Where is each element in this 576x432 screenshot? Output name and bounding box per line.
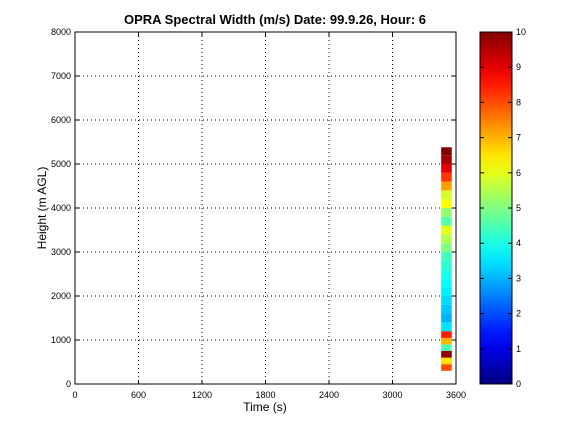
colorbar-tick-label: 6: [516, 168, 521, 178]
y-tick-label: 7000: [51, 71, 71, 81]
heatmap-cell: [441, 234, 452, 244]
y-axis-ticks: 0 1000 2000 3000 4000 5000 6000 7000 8000: [51, 27, 456, 389]
heatmap-cell: [441, 164, 452, 173]
x-tick-label: 2400: [319, 390, 339, 400]
data-column: [441, 147, 452, 371]
heatmap-cell: [441, 331, 452, 338]
heatmap-cell: [441, 147, 452, 156]
y-tick-label: 8000: [51, 27, 71, 37]
heatmap-cell: [441, 216, 452, 226]
x-tick-label: 1200: [192, 390, 212, 400]
colorbar-tick-label: 7: [516, 133, 521, 143]
heatmap-cell: [441, 296, 452, 305]
colorbar-tick-label: 5: [516, 203, 521, 213]
heatmap-cell: [441, 243, 452, 252]
y-tick-label: 3000: [51, 247, 71, 257]
y-axis-label: Height (m AGL): [35, 167, 49, 250]
colorbar-tick-label: 1: [516, 344, 521, 354]
heatmap-cell: [441, 208, 452, 217]
heatmap-cell: [441, 287, 452, 296]
heatmap-cell: [441, 155, 452, 164]
x-tick-label: 0: [72, 390, 77, 400]
y-tick-label: 4000: [51, 203, 71, 213]
heatmap-cell: [441, 357, 452, 365]
heatmap-cell: [441, 344, 452, 351]
heatmap-cell: [441, 225, 452, 235]
y-tick-label: 1000: [51, 335, 71, 345]
x-tick-label: 600: [131, 390, 146, 400]
heatmap-cell: [441, 252, 452, 261]
colorbar-tick-label: 3: [516, 273, 521, 283]
y-tick-label: 2000: [51, 291, 71, 301]
x-tick-label: 1800: [255, 390, 275, 400]
heatmap-cell: [441, 337, 452, 345]
heatmap-cell: [441, 260, 452, 270]
grid-lines: [75, 32, 456, 384]
x-axis-ticks: 0 600 1200 1800 2400 3000 3600: [72, 32, 466, 400]
heatmap-cell: [441, 172, 452, 182]
colorbar-tick-label: 2: [516, 309, 521, 319]
y-tick-label: 0: [66, 379, 71, 389]
colorbar-tick-label: 9: [516, 62, 521, 72]
colorbar-ticks: 0 1 2 3 4 5 6 7 8 9 10: [480, 27, 526, 389]
heatmap-cell: [441, 313, 452, 323]
heatmap-cell: [441, 278, 452, 288]
heatmap-cell: [441, 199, 452, 208]
colorbar-tick-label: 8: [516, 97, 521, 107]
y-tick-label: 5000: [51, 159, 71, 169]
x-axis-label: Time (s): [243, 400, 287, 414]
heatmap-cell: [441, 364, 452, 371]
colorbar: [479, 31, 513, 385]
colorbar-tick-label: 10: [516, 27, 526, 37]
heatmap-cell: [441, 269, 452, 279]
heatmap-cell: [441, 351, 452, 358]
x-tick-label: 3600: [446, 390, 466, 400]
heatmap-cell: [441, 190, 452, 200]
heatmap-cell: [441, 304, 452, 314]
colorbar-tick-label: 4: [516, 238, 521, 248]
heatmap-cell: [441, 322, 452, 332]
colorbar-tick-label: 0: [516, 379, 521, 389]
x-tick-label: 3000: [382, 390, 402, 400]
y-tick-label: 6000: [51, 115, 71, 125]
chart-title: OPRA Spectral Width (m/s) Date: 99.9.26,…: [124, 12, 426, 27]
heatmap-cell: [441, 181, 452, 191]
